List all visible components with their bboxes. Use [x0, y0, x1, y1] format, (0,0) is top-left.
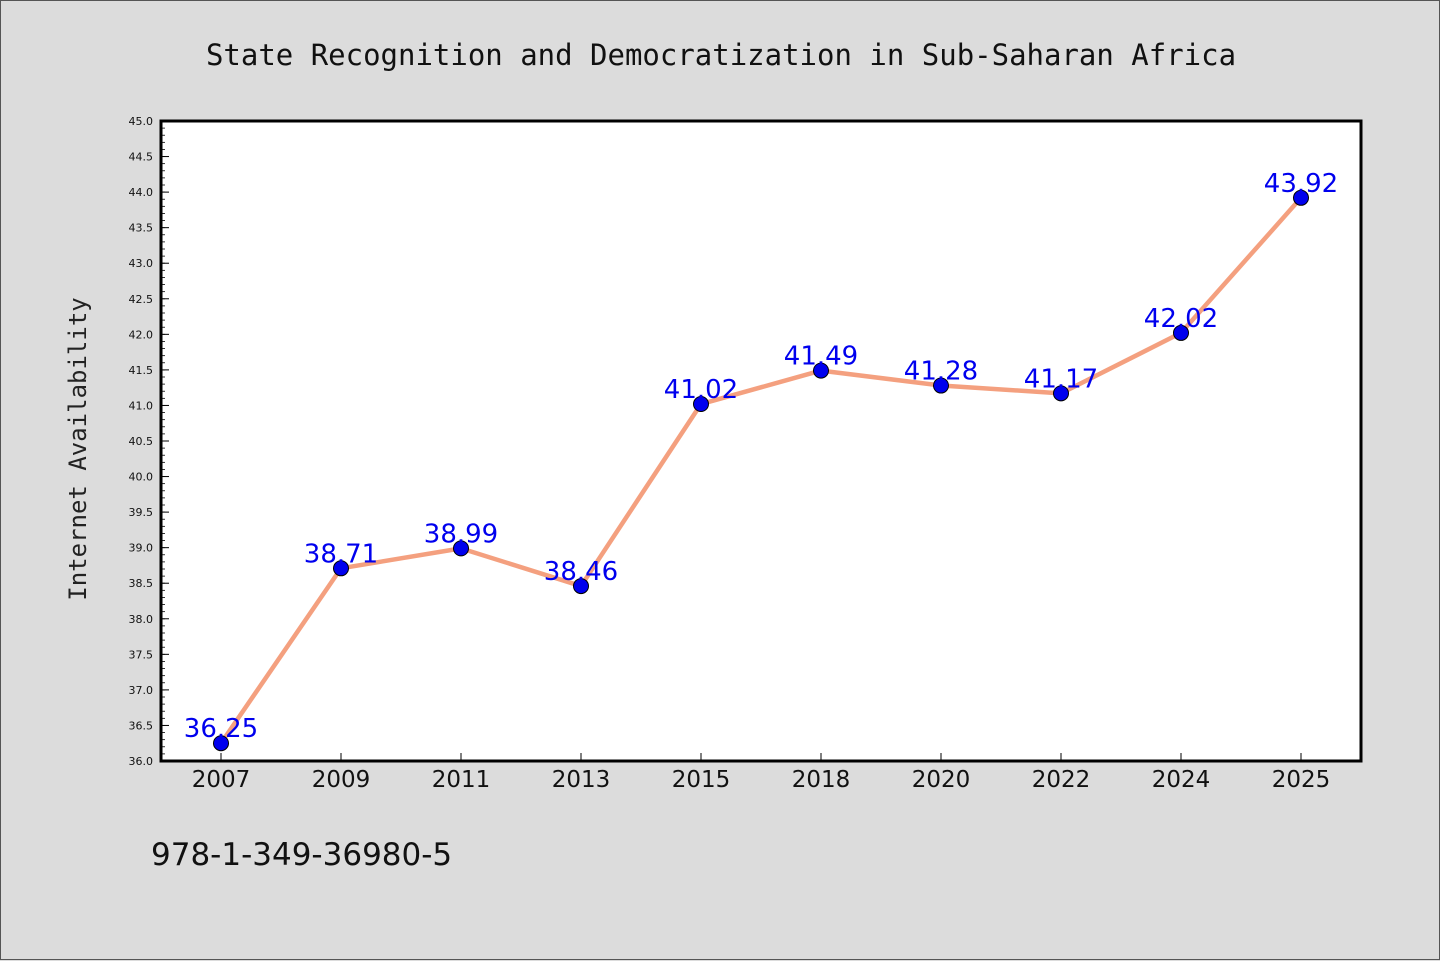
data-label: 43.92: [1264, 169, 1338, 199]
y-tick-label: 41.5: [129, 364, 154, 377]
data-series: [213, 189, 1309, 752]
y-tick-label: 39.5: [129, 506, 154, 519]
x-tick-label: 2011: [432, 767, 491, 793]
data-point: [453, 540, 469, 557]
data-label: 36.25: [184, 714, 258, 744]
y-tick-label: 44.5: [129, 151, 154, 164]
data-label: 42.02: [1144, 304, 1218, 334]
data-label: 41.17: [1024, 364, 1098, 394]
data-label: 41.02: [664, 375, 738, 405]
x-tick-label: 2024: [1152, 767, 1211, 793]
y-tick-label: 36.0: [129, 755, 154, 768]
y-tick-label: 38.5: [129, 577, 154, 590]
data-point: [213, 735, 229, 752]
x-axis-ticks: 2007 2009 2011 2013 2015 2018 2020 2022 2024 2025: [192, 753, 1331, 793]
data-label: 38.46: [544, 557, 618, 587]
y-tick-label: 37.5: [129, 648, 154, 661]
data-label: 38.71: [304, 539, 378, 569]
data-label: 41.28: [904, 357, 978, 387]
y-tick-label: 38.0: [129, 613, 154, 626]
y-tick-label: 40.5: [129, 435, 154, 448]
series-line: [218, 195, 1304, 746]
y-tick-label: 36.5: [129, 719, 154, 732]
data-point: [1173, 324, 1189, 341]
y-axis-ticks: 36.0 36.5 37.0 37.5 38.0 38.5 39.0 39.5 40.0 40.5…: [129, 115, 169, 768]
x-tick-label: 2025: [1272, 767, 1331, 793]
x-tick-label: 2009: [312, 767, 371, 793]
x-tick-label: 2020: [912, 767, 971, 793]
data-point: [333, 560, 349, 577]
data-point: [573, 578, 589, 595]
x-tick-label: 2013: [552, 767, 611, 793]
x-tick-label: 2007: [192, 767, 251, 793]
data-point: [1293, 189, 1309, 206]
y-tick-label: 44.0: [129, 186, 154, 199]
y-tick-label: 45.0: [129, 115, 154, 128]
data-point: [693, 396, 709, 413]
y-axis-label: Internet Availability: [64, 297, 92, 600]
y-tick-label: 39.0: [129, 542, 154, 555]
y-tick-label: 41.0: [129, 399, 154, 412]
y-tick-label: 43.5: [129, 222, 154, 235]
y-tick-label: 42.0: [129, 328, 154, 341]
plot-area: [159, 119, 1363, 763]
data-point: [933, 377, 949, 394]
y-tick-label: 43.0: [129, 257, 154, 270]
data-label: 38.99: [424, 519, 498, 549]
isbn-footer: 978-1-349-36980-5: [151, 837, 452, 873]
chart-title: State Recognition and Democratization in…: [206, 38, 1236, 72]
data-labels: 36.25 38.71 38.99 38.46 41.02 41.49 41.28 41.17…: [184, 169, 1338, 744]
x-tick-label: 2022: [1032, 767, 1091, 793]
y-tick-label: 40.0: [129, 471, 154, 484]
data-point: [1053, 385, 1069, 402]
data-point: [813, 362, 829, 379]
y-tick-label: 42.5: [129, 293, 154, 306]
x-tick-label: 2015: [672, 767, 731, 793]
x-tick-label: 2018: [792, 767, 851, 793]
y-tick-label: 37.0: [129, 684, 154, 697]
data-label: 41.49: [784, 342, 858, 372]
